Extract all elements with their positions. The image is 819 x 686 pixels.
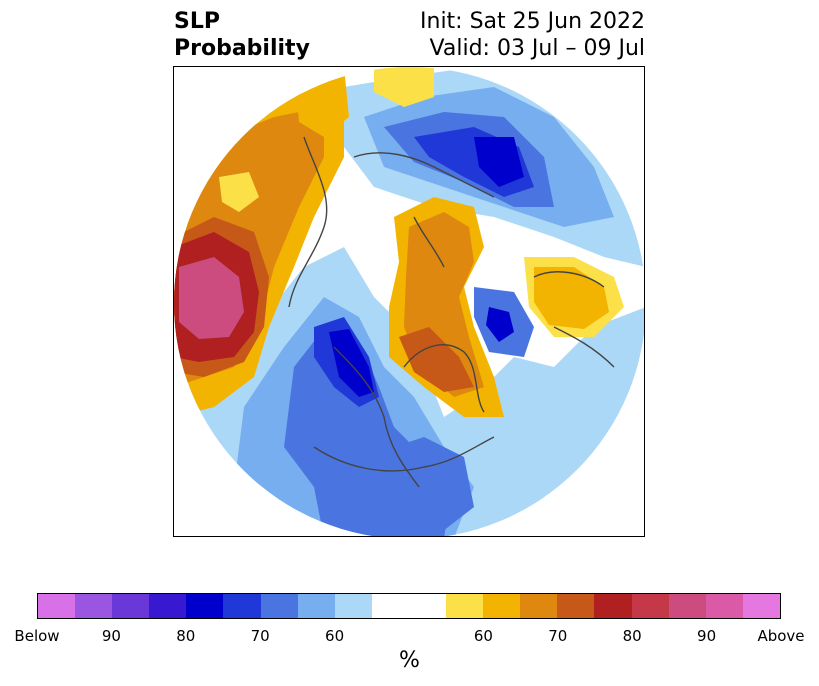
colorbar-segment [149,594,187,618]
colorbar-segment [742,594,780,618]
colorbar-tick-label: 90 [697,627,717,645]
title-line-1: SLP [174,9,220,34]
orange-patch-europe [534,267,609,329]
colorbar-segment [520,594,558,618]
colorbar-segment [223,594,261,618]
colorbar-segment [446,594,484,618]
colorbar-tick-label: 70 [250,627,270,645]
probability-field [174,67,644,536]
colorbar [37,593,781,619]
colorbar-segment [334,594,372,618]
colorbar-segment [186,594,224,618]
colorbar-tick-label: 80 [622,627,642,645]
colorbar-segment [557,594,595,618]
coastlines [288,136,615,488]
warm-core-pacific [179,257,244,339]
colorbar-segment [483,594,521,618]
colorbar-segment [705,594,743,618]
map-dates: Init: Sat 25 Jun 2022 Valid: 03 Jul – 09… [420,8,645,62]
colorbar-tick-label: Below [14,627,60,645]
blue-core-atlantic [486,307,514,342]
colorbar-tick-label: Above [757,627,805,645]
colorbar-segment [668,594,706,618]
colorbar-tick-label: 90 [101,627,121,645]
probability-map [174,67,644,536]
colorbar-tick-label: 60 [473,627,493,645]
warm-zone-arctic-3 [399,327,474,392]
yellow-patch-north [374,67,434,107]
title-line-2: Probability [174,36,310,61]
polar-map [173,66,645,537]
colorbar-tick-label: 70 [548,627,568,645]
colorbar-tick-label: 60 [325,627,345,645]
map-title: SLP Probability [174,8,310,62]
colorbar-segment [371,594,447,618]
colorbar-segment [75,594,113,618]
blue-core-arctic [474,137,524,187]
valid-range: Valid: 03 Jul – 09 Jul [429,36,645,61]
blue-core-america [329,329,374,397]
yellow-spot-pacific [219,172,259,212]
blue-zone-east [384,437,474,536]
colorbar-segment [631,594,669,618]
colorbar-segment [38,594,76,618]
init-date: Init: Sat 25 Jun 2022 [420,9,645,34]
colorbar-segment [297,594,335,618]
colorbar-unit: % [399,648,420,673]
colorbar-segment [260,594,298,618]
colorbar-tick-label: 80 [176,627,196,645]
colorbar-segment [594,594,632,618]
colorbar-segment [112,594,150,618]
colorbar-ticks: Below 90 80 70 60 60 70 80 90 Above [14,627,804,647]
